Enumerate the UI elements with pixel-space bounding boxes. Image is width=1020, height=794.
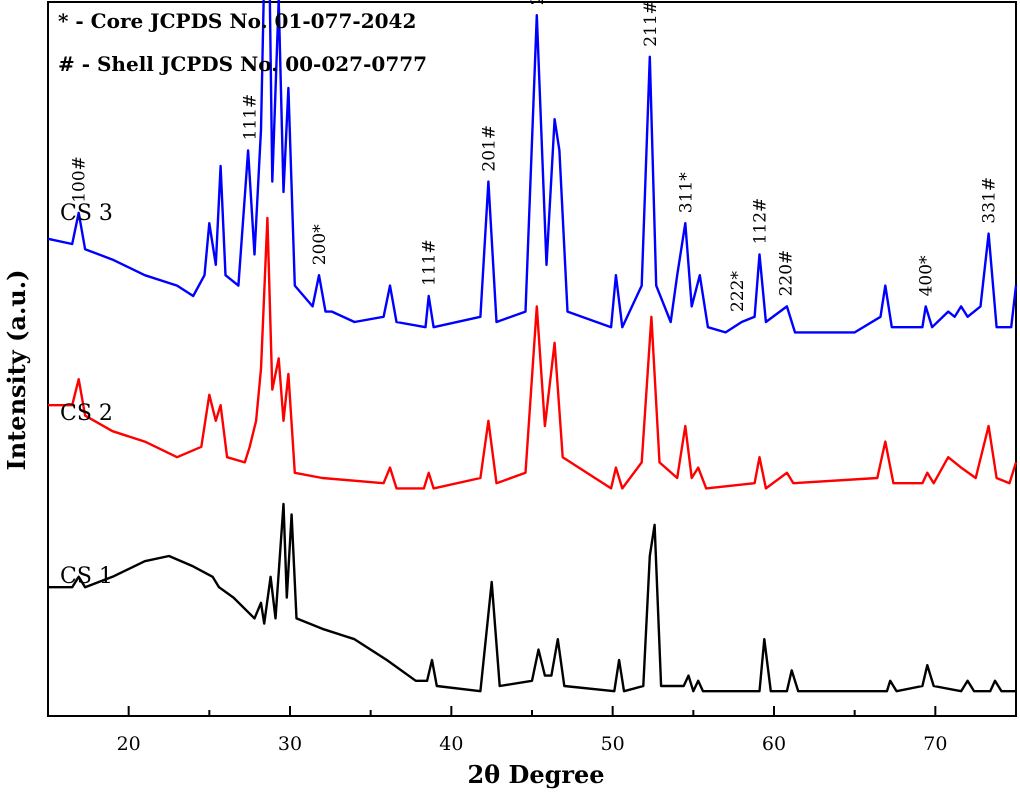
series-labels: CS 3 CS 2 CS 1	[60, 201, 113, 589]
peak-label: 220#	[776, 250, 796, 297]
series-line-cs-1	[48, 502, 1016, 693]
x-axis-title: 2θ Degree	[467, 760, 604, 789]
series-label-cs-1: CS 1	[60, 564, 113, 589]
y-axis-title: Intensity (a.u.)	[2, 270, 31, 471]
x-tick-label: 70	[923, 733, 947, 755]
series-label-cs-3: CS 3	[60, 201, 113, 226]
peak-label: 211#	[641, 0, 661, 47]
series-line-cs-3	[47, 0, 1018, 334]
x-axis-tick-labels: 20 30 40 50 60 70	[117, 733, 948, 755]
x-tick-label: 30	[278, 733, 302, 755]
peak-label: 400*	[917, 255, 937, 296]
core-note: * - Core JCPDS No. 01-077-2042	[58, 9, 416, 33]
x-tick-label: 20	[117, 733, 141, 755]
peak-label: 200*	[310, 224, 330, 265]
plot-frame	[47, 1, 1017, 717]
peak-label: 220#	[528, 0, 548, 5]
x-tick-label: 60	[762, 733, 786, 755]
peak-label: 111#	[420, 239, 440, 286]
series-line-cs-2	[48, 216, 1018, 490]
peak-label: 331#	[980, 177, 1000, 224]
series-lines	[47, 0, 1018, 693]
shell-note: # - Shell JCPDS No. 00-027-0777	[58, 52, 427, 76]
peak-annotations: 100#111#111*101#200*111#201#220#211#311*…	[70, 0, 1000, 312]
x-axis-ticks	[47, 706, 1017, 716]
x-tick-label: 50	[601, 733, 625, 755]
peak-label: 112#	[751, 198, 771, 245]
peak-label: 311*	[676, 172, 696, 213]
series-label-cs-2: CS 2	[60, 401, 113, 426]
peak-label: 201#	[479, 125, 499, 172]
x-tick-label: 40	[439, 733, 463, 755]
peak-label: 111#	[241, 94, 261, 141]
peak-label: 222*	[728, 271, 748, 312]
peak-label: 100#	[70, 156, 90, 203]
